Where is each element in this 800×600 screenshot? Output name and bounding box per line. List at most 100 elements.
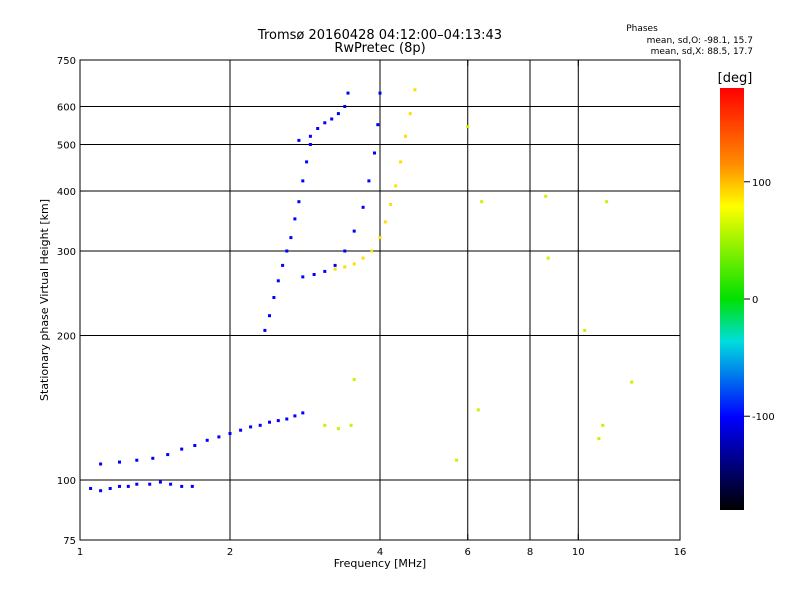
data-point — [346, 91, 350, 95]
data-point — [544, 194, 548, 198]
data-point — [455, 458, 459, 462]
data-point — [378, 236, 382, 240]
data-point — [361, 256, 365, 260]
data-point — [378, 91, 382, 95]
data-point — [404, 134, 407, 138]
y-tick-label: 600 — [57, 103, 76, 114]
colorbar-tick-label: 100 — [752, 178, 771, 189]
x-tick-label: 6 — [465, 547, 471, 558]
data-point — [276, 279, 280, 283]
data-point — [308, 134, 312, 138]
data-point — [301, 179, 305, 183]
data-point — [148, 482, 152, 486]
y-tick-label: 500 — [57, 141, 76, 152]
y-tick-label: 300 — [57, 247, 76, 258]
axis-ticks — [79, 59, 681, 541]
data-point — [239, 428, 243, 432]
legend-line-o: mean, sd,O: -98.1, 15.7 — [647, 36, 753, 46]
data-point — [293, 414, 297, 418]
data-point — [601, 423, 605, 427]
colorbar-ticks: 100 0 -100 — [744, 178, 775, 423]
data-point — [118, 460, 121, 464]
data-point — [323, 423, 327, 427]
data-point — [383, 220, 387, 224]
data-point — [394, 184, 398, 188]
data-point — [323, 121, 327, 125]
data-point — [228, 432, 232, 435]
data-point — [276, 419, 280, 423]
chart-subtitle: RwPretec (8p) — [334, 41, 425, 56]
data-point — [389, 203, 393, 206]
data-point — [343, 105, 347, 108]
data-point — [285, 417, 289, 421]
x-axis-label: Frequency [MHz] — [334, 557, 426, 570]
grid-lines — [80, 60, 680, 540]
data-point — [193, 444, 197, 447]
data-point — [336, 112, 340, 116]
x-tick-label: 2 — [227, 547, 233, 558]
y-axis-label: Stationary phase Virtual Height [km] — [38, 199, 51, 401]
data-point — [151, 456, 155, 460]
data-point — [289, 236, 293, 240]
data-point — [293, 217, 297, 221]
x-tick-label: 1 — [77, 547, 83, 558]
data-point — [305, 160, 309, 164]
data-point — [480, 200, 484, 204]
data-point — [376, 123, 380, 127]
data-point — [352, 229, 356, 233]
data-point — [466, 125, 470, 129]
data-point — [361, 205, 365, 209]
data-point — [180, 484, 184, 488]
data-point — [323, 269, 327, 273]
data-point — [135, 458, 139, 462]
colorbar — [720, 88, 744, 510]
data-point — [118, 484, 121, 488]
data-point — [408, 112, 412, 116]
data-point — [126, 484, 130, 488]
x-tick-label: 10 — [572, 547, 585, 558]
data-point — [333, 267, 337, 271]
data-point — [605, 200, 609, 204]
data-point — [158, 480, 162, 484]
data-point — [217, 435, 221, 439]
legend-title: Phases — [626, 24, 658, 34]
data-point — [285, 249, 289, 253]
data-point — [349, 423, 353, 427]
data-point — [373, 151, 376, 155]
data-point — [336, 427, 340, 431]
y-tick-label: 400 — [57, 187, 76, 198]
data-point — [330, 117, 334, 121]
data-point — [597, 437, 601, 441]
x-tick-label: 4 — [377, 547, 383, 558]
data-point — [399, 160, 403, 164]
data-point — [352, 378, 356, 381]
data-point — [258, 423, 262, 427]
data-point — [263, 328, 267, 332]
data-point — [312, 273, 316, 276]
data-point — [180, 447, 184, 451]
data-point — [297, 200, 301, 204]
legend-line-x: mean, sd,X: 88.5, 17.7 — [651, 47, 753, 57]
data-point — [169, 482, 173, 486]
colorbar-tick-label: 0 — [752, 295, 758, 306]
y-tick-label: 750 — [57, 56, 76, 67]
data-point — [297, 138, 301, 142]
data-point — [583, 328, 587, 332]
data-point — [108, 487, 112, 490]
data-point — [99, 489, 103, 493]
data-point — [190, 484, 194, 488]
data-point — [301, 275, 305, 279]
data-point — [546, 256, 550, 260]
data-point — [135, 482, 139, 486]
y-tick-label: 200 — [57, 332, 76, 343]
data-point — [268, 314, 271, 318]
tick-labels: 1 2 4 6 8 10 16 75 100 200 300 400 500 600 750 — [57, 56, 686, 558]
data-point — [343, 265, 347, 269]
data-point — [352, 262, 356, 266]
data-point — [268, 420, 271, 424]
data-point — [413, 88, 417, 92]
data-point — [308, 143, 312, 146]
data-point — [476, 408, 480, 412]
data-point — [166, 453, 170, 457]
